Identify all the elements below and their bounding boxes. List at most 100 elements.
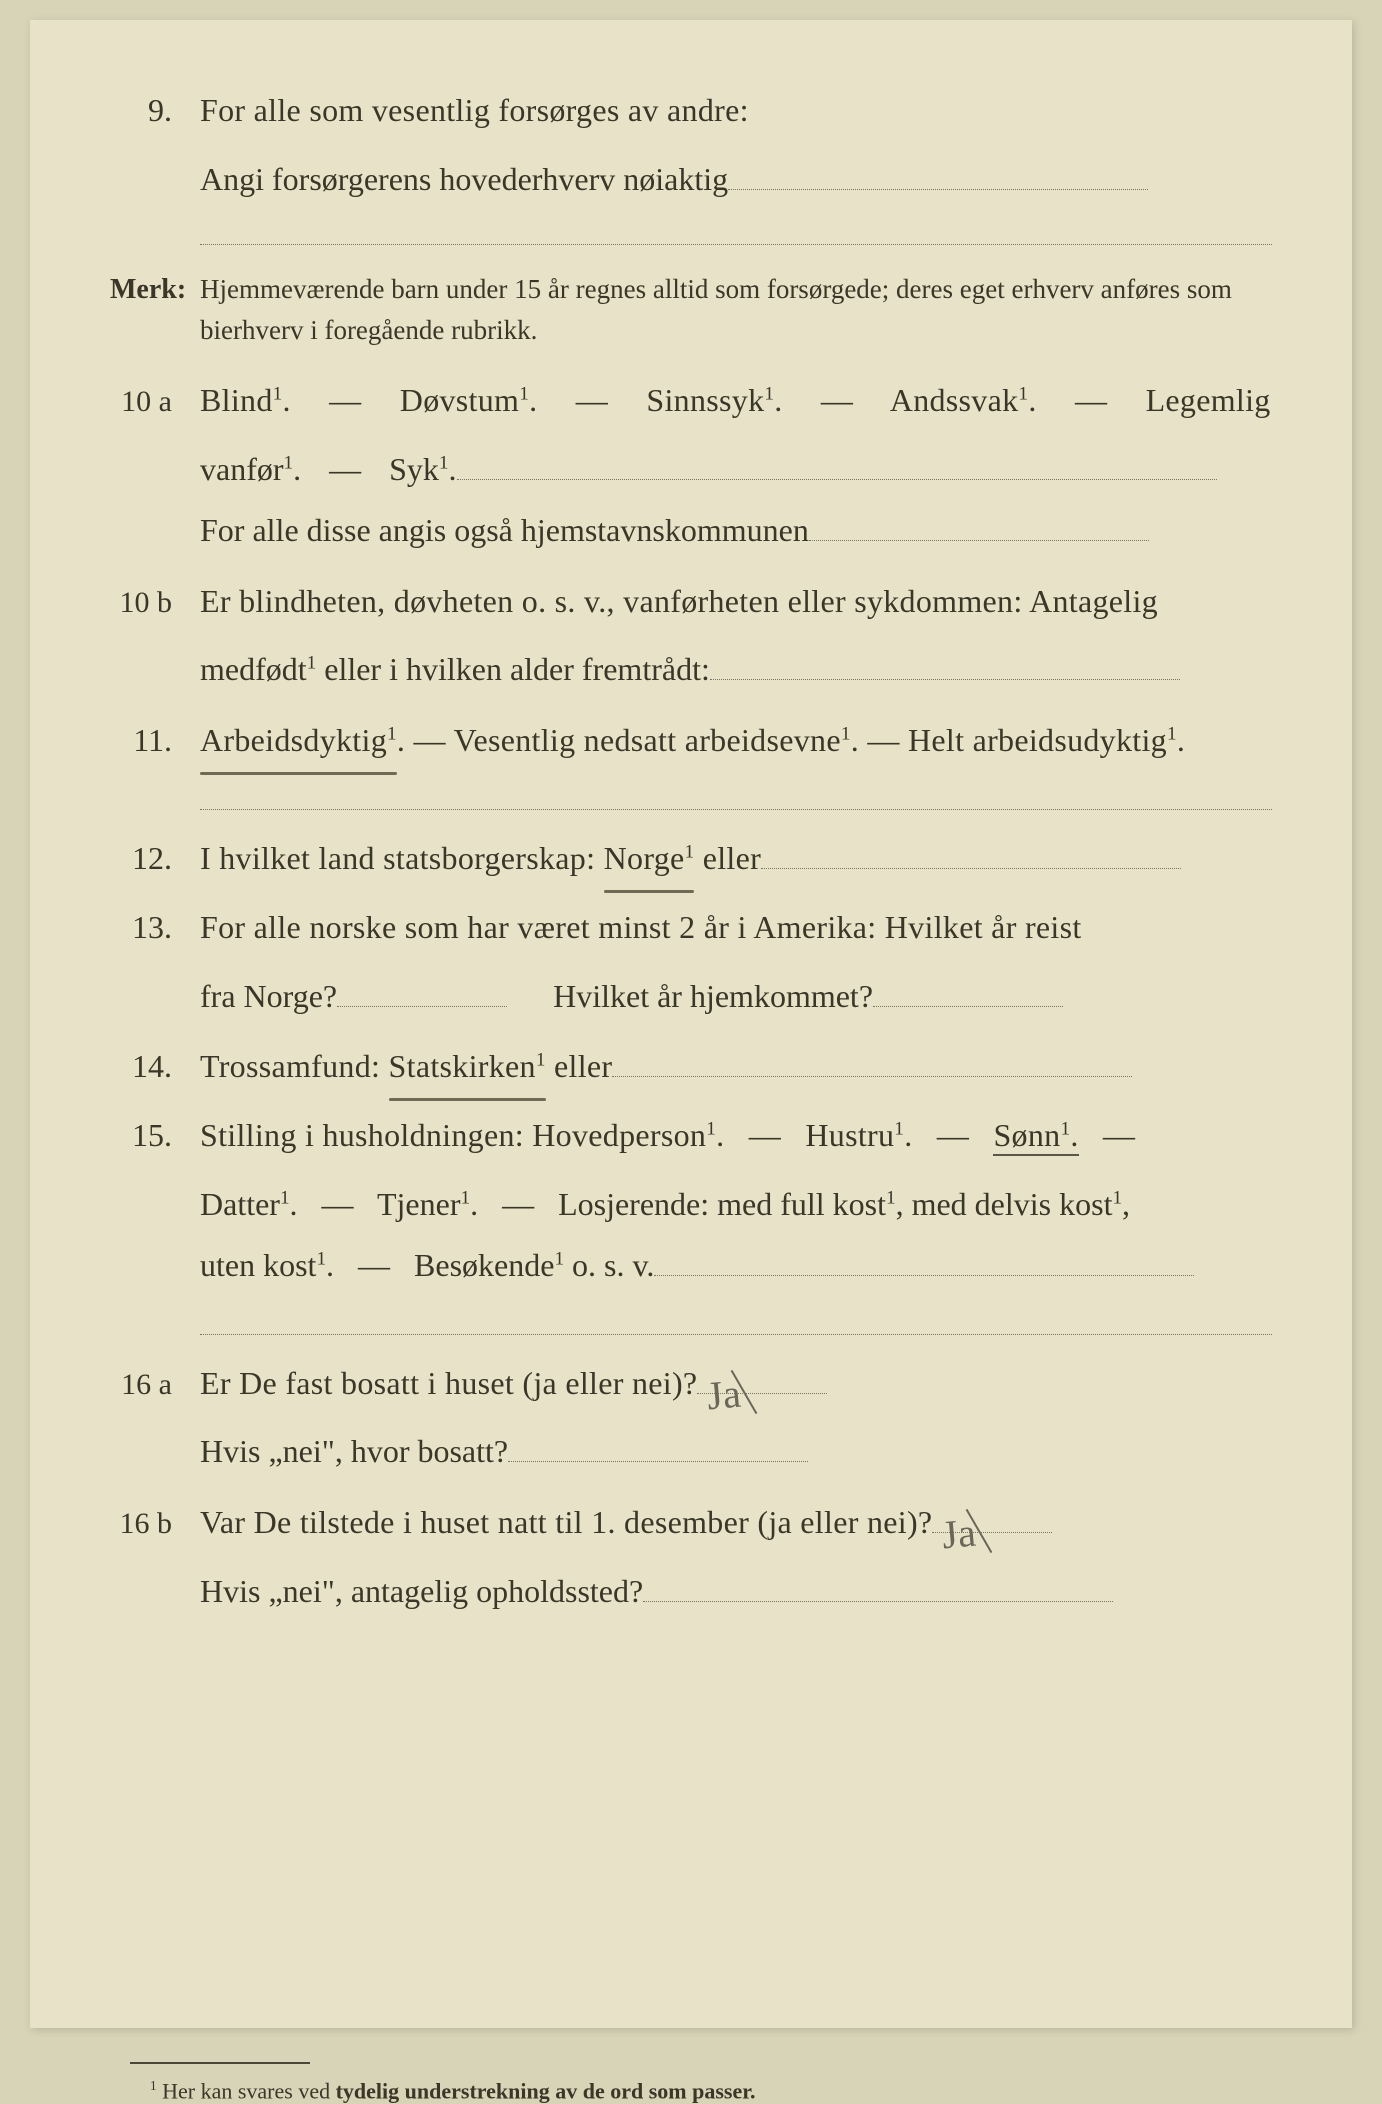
q10a-line1: Blind1. — Døvstum1. — Sinnssyk1. — Andss…	[200, 370, 1272, 431]
t: I hvilket land statsborgerskap:	[200, 840, 604, 876]
t: —	[329, 382, 361, 418]
t: For alle disse angis også hjemstavnskomm…	[200, 512, 809, 548]
sup: 1	[284, 452, 294, 473]
t: —	[749, 1117, 781, 1153]
t: Arbeidsdyktig	[200, 722, 387, 758]
sup: 1	[536, 1050, 546, 1071]
t: Vesentlig nedsatt arbeidsevne	[454, 722, 841, 758]
sup: 1	[886, 1187, 896, 1208]
q16b-line1: Var De tilstede i huset natt til 1. dese…	[200, 1492, 1272, 1553]
t: eller	[546, 1048, 613, 1084]
handwritten-answer: Ja	[704, 1355, 744, 1434]
selected-option-underline: Statskirken1	[389, 1036, 546, 1097]
t: .	[529, 382, 537, 418]
t: fra Norge?	[200, 978, 337, 1014]
q14-row: 14. Trossamfund: Statskirken1 eller	[110, 1036, 1272, 1097]
q16a-row2: Hvis „nei", hvor bosatt?	[110, 1421, 1272, 1482]
blank-line	[612, 1076, 1132, 1077]
blank-line	[728, 189, 1148, 190]
t: Var De tilstede i huset natt til 1. dese…	[200, 1504, 932, 1540]
q15-row2: Datter1. — Tjener1. — Losjerende: med fu…	[110, 1174, 1272, 1235]
sup: 1	[1018, 384, 1028, 405]
blank-line	[761, 868, 1181, 869]
merk-label: Merk:	[110, 263, 200, 316]
t: Hustru	[805, 1117, 894, 1153]
sup: 1	[439, 452, 449, 473]
sup: 1	[1112, 1187, 1122, 1208]
t: Besøkende	[414, 1247, 554, 1283]
t: Syk	[389, 451, 439, 487]
q12-row: 12. I hvilket land statsborgerskap: Norg…	[110, 828, 1272, 889]
q11-row: 11. Arbeidsdyktig1. — Vesentlig nedsatt …	[110, 710, 1272, 771]
t: —	[1103, 1117, 1135, 1153]
q16b-num: 16 b	[110, 1495, 200, 1552]
selected-option-underline: Norge1	[604, 828, 695, 889]
t: Sinnssyk	[646, 382, 764, 418]
t: Tjener	[377, 1186, 461, 1222]
q10b-line1: Er blindheten, døvheten o. s. v., vanfør…	[200, 571, 1272, 632]
q14-content: Trossamfund: Statskirken1 eller	[200, 1036, 1272, 1097]
q16b-row2: Hvis „nei", antagelig opholdssted?	[110, 1561, 1272, 1622]
q13-num: 13.	[110, 897, 200, 958]
q16a-row1: 16 a Er De fast bosatt i huset (ja eller…	[110, 1353, 1272, 1414]
t: —	[937, 1117, 969, 1153]
t: Sønn	[993, 1117, 1060, 1153]
blank-line-full	[200, 1310, 1272, 1335]
blank-line-full	[200, 220, 1272, 245]
t: Norge	[604, 840, 685, 876]
t: Her kan svares ved	[162, 2078, 336, 2103]
t: —	[329, 451, 361, 487]
t: Er De fast bosatt i huset (ja eller nei)…	[200, 1365, 697, 1401]
t: Døvstum	[400, 382, 519, 418]
blank-line	[654, 1275, 1194, 1276]
sup: 1	[554, 1248, 564, 1269]
t: Blind	[200, 382, 273, 418]
blank-line	[508, 1461, 808, 1462]
q15-line1: Stilling i husholdningen: Hovedperson1. …	[200, 1105, 1272, 1166]
t: .	[326, 1247, 334, 1283]
q14-num: 14.	[110, 1036, 200, 1097]
sup: 1	[764, 384, 774, 405]
t: .	[283, 382, 291, 418]
t: —	[821, 382, 853, 418]
sup: 1	[841, 724, 851, 745]
t: .	[1070, 1117, 1078, 1153]
t: .	[716, 1117, 724, 1153]
t: medfødt	[200, 651, 307, 687]
t: o. s. v.	[564, 1247, 654, 1283]
t: —	[414, 722, 446, 758]
q10a-row1: 10 a Blind1. — Døvstum1. — Sinnssyk1. — …	[110, 370, 1272, 431]
q10a-row3: For alle disse angis også hjemstavnskomm…	[110, 500, 1272, 561]
t: uten kost	[200, 1247, 316, 1283]
footnote: 1 Her kan svares ved tydelig understrekn…	[150, 2078, 1272, 2104]
sup: 1	[1167, 724, 1177, 745]
blank-line	[337, 1006, 507, 1007]
t: —	[867, 722, 899, 758]
q15-num: 15.	[110, 1105, 200, 1166]
sup: 1	[894, 1119, 904, 1140]
q13-row1: 13. For alle norske som har været minst …	[110, 897, 1272, 958]
blank-line	[809, 540, 1149, 541]
sup: 1	[280, 1187, 290, 1208]
q15-row1: 15. Stilling i husholdningen: Hovedperso…	[110, 1105, 1272, 1166]
t: .	[904, 1117, 912, 1153]
t: Trossamfund:	[200, 1048, 389, 1084]
t: .	[1177, 722, 1185, 758]
blank-line-full	[200, 785, 1272, 810]
t: —	[502, 1186, 534, 1222]
t: —	[576, 382, 608, 418]
t: —	[1075, 382, 1107, 418]
blank-line	[457, 479, 1217, 480]
blank-line	[873, 1006, 1063, 1007]
sup: 1	[273, 384, 283, 405]
document-page: 9. For alle som vesentlig forsørges av a…	[30, 20, 1352, 2028]
t: tydelig understrekning av de ord som pas…	[336, 2078, 756, 2103]
t: Helt arbeidsudyktig	[908, 722, 1167, 758]
blank-line: Ja	[697, 1393, 827, 1394]
t: eller i hvilken alder fremtrådt:	[316, 651, 710, 687]
t: Andssvak	[890, 382, 1019, 418]
t: Hvis „nei", hvor bosatt?	[200, 1433, 508, 1469]
sup: 1	[387, 724, 397, 745]
q10a-num: 10 a	[110, 373, 200, 430]
t: Legemlig	[1146, 382, 1271, 418]
